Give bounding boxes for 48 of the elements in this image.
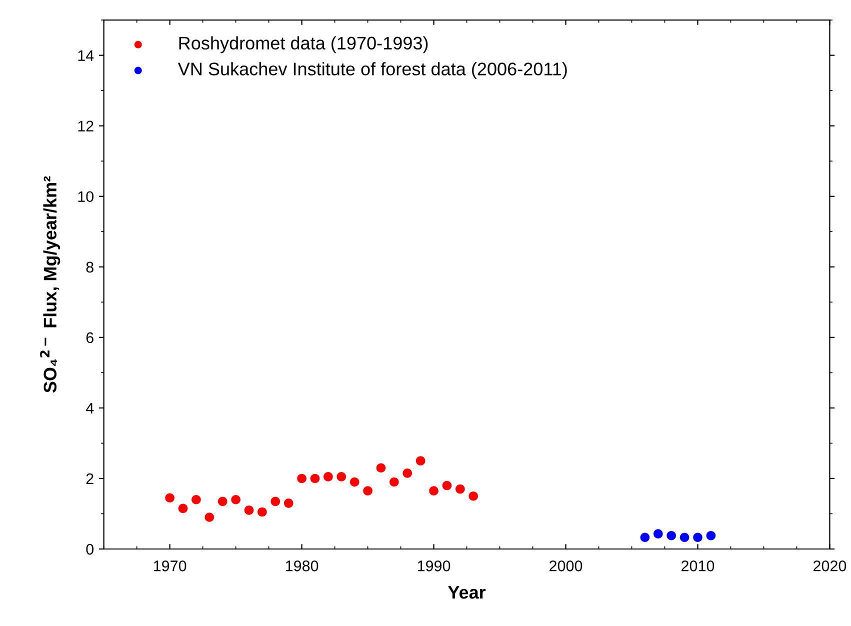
y-axis-title: SO₄$^{2−}$ Flux, Mg/year/km² — [40, 176, 60, 393]
y-tick-label: 6 — [86, 332, 94, 344]
y-tick-label: 10 — [78, 191, 94, 202]
point — [178, 504, 188, 514]
x-tick-label: 2020 — [814, 560, 846, 572]
point — [390, 477, 399, 487]
point — [429, 486, 438, 496]
point — [693, 532, 702, 542]
point — [680, 532, 690, 542]
point — [284, 498, 294, 508]
point — [653, 529, 663, 538]
point — [324, 472, 333, 482]
point — [363, 486, 372, 496]
point — [706, 530, 716, 540]
x-tick-label: 2010 — [682, 560, 714, 572]
point — [310, 474, 320, 484]
legend-label: VN Sukachev Institute of forest data (2006-2011) — [178, 62, 567, 79]
point — [640, 532, 650, 542]
point — [456, 484, 465, 494]
point — [244, 506, 254, 515]
point — [416, 456, 426, 466]
point — [231, 494, 240, 504]
point — [468, 491, 478, 501]
legend-label: Roshydromet data (1970-1993) — [179, 36, 428, 54]
point — [204, 512, 214, 522]
x-tick-label: 1990 — [418, 560, 450, 572]
x-tick-label: 2000 — [550, 560, 582, 572]
y-tick-label: 4 — [86, 402, 94, 414]
point — [270, 496, 280, 506]
y-tick-label: 8 — [86, 262, 94, 273]
y-tick-label: 0 — [86, 544, 94, 555]
point — [258, 507, 267, 517]
y-tick-label: 12 — [78, 120, 94, 132]
x-axis-title: Year — [448, 586, 486, 599]
point — [376, 463, 386, 473]
x-tick-label: 1970 — [154, 560, 186, 572]
point — [192, 494, 201, 504]
point — [336, 472, 346, 482]
point — [350, 477, 360, 487]
point — [402, 468, 412, 478]
x-tick-label: 1980 — [286, 560, 318, 572]
point — [297, 474, 306, 484]
point — [666, 530, 676, 540]
point — [442, 480, 452, 490]
y-tick-label: 2 — [86, 473, 94, 484]
point — [165, 493, 174, 503]
y-tick-label: 14 — [78, 50, 94, 61]
point — [218, 496, 228, 506]
